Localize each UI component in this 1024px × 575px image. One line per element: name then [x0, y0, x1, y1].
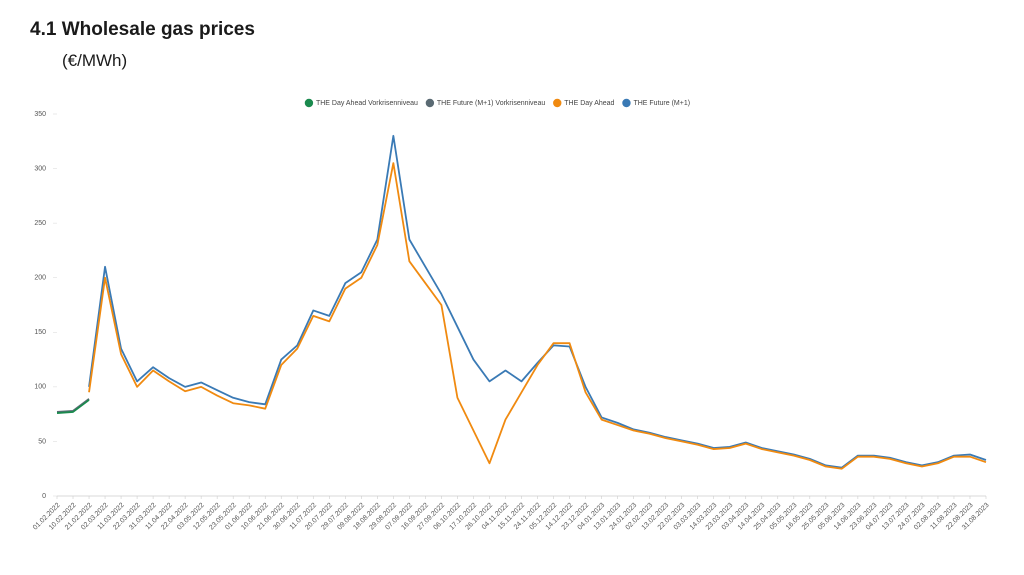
legend-label: THE Day Ahead — [564, 100, 614, 107]
y-tick-label: 250 — [34, 220, 46, 227]
chart-title: 4.1 Wholesale gas prices — [30, 19, 255, 40]
legend-marker — [622, 98, 631, 108]
y-tick-label: 100 — [34, 384, 46, 391]
chart-subtitle: (€/MWh) — [62, 51, 128, 70]
legend-label: THE Day Ahead Vorkrisenniveau — [316, 100, 418, 107]
legend-marker — [553, 98, 562, 108]
y-tick-label: 350 — [34, 111, 46, 118]
legend-marker — [304, 98, 314, 108]
y-tick-label: 0 — [42, 493, 46, 500]
y-tick-label: 200 — [34, 275, 46, 282]
legend: THE Day Ahead Vorkrisenniveau THE Future … — [304, 98, 690, 108]
series-line — [56, 399, 90, 414]
y-tick-label: 300 — [34, 165, 46, 172]
y-tick-label: 50 — [38, 438, 46, 445]
series-line — [88, 162, 987, 470]
series-line — [88, 134, 987, 469]
y-tick-label: 150 — [34, 329, 46, 336]
legend-marker — [425, 98, 435, 108]
legend-label: THE Future (M+1) — [633, 100, 690, 107]
series-line — [56, 398, 90, 413]
legend-label: THE Future (M+1) Vorkrisenniveau — [437, 100, 545, 107]
